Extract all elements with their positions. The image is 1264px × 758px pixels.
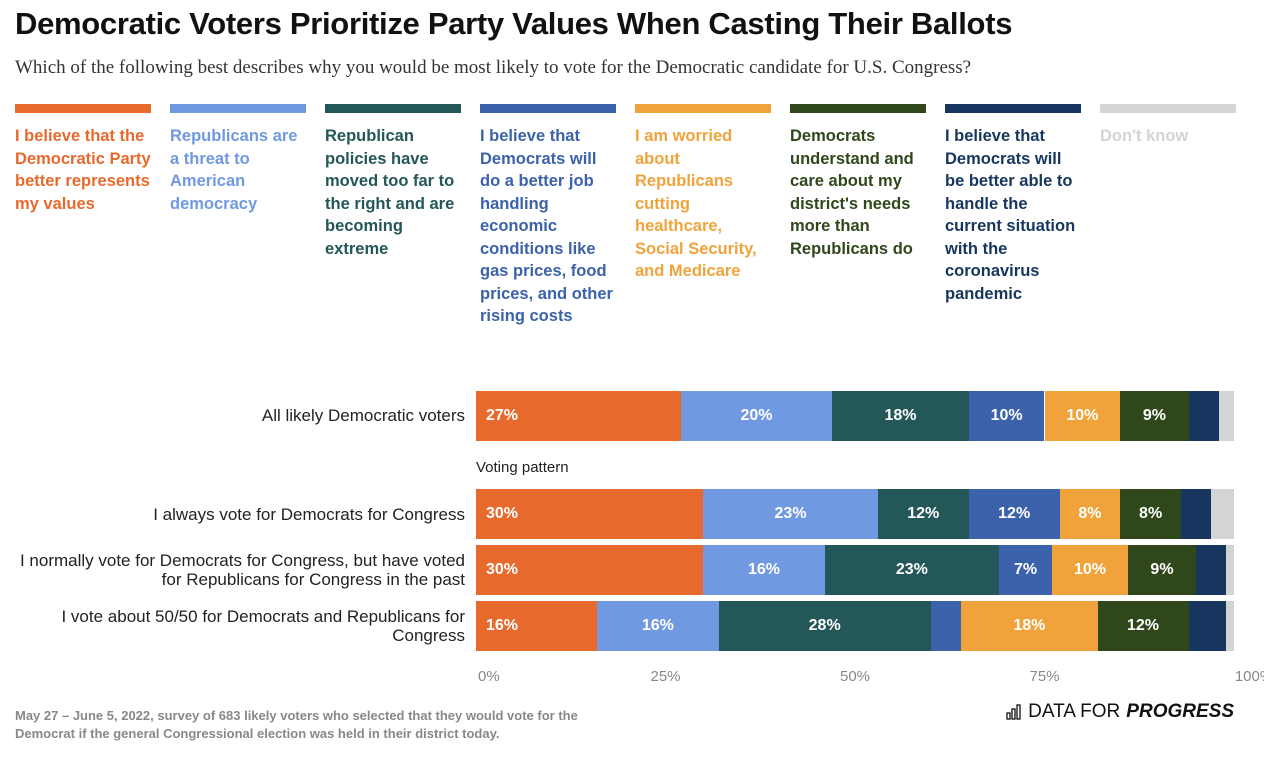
bar-segment	[832, 391, 969, 441]
legend-item: I believe that Democrats will do a bette…	[480, 104, 616, 328]
bar-segment	[999, 545, 1053, 595]
data-label: 8%	[1139, 505, 1163, 522]
bar-segment	[1052, 545, 1128, 595]
legend-item: Democrats understand and care about my d…	[790, 104, 926, 260]
row-label: I vote about 50/50 for Democrats and Rep…	[61, 607, 465, 645]
data-label: 12%	[998, 505, 1031, 522]
bar-segment	[476, 545, 704, 595]
bar-segment	[1188, 391, 1219, 441]
bar-segment	[930, 601, 962, 651]
bar-segment	[597, 601, 719, 651]
row-label: I always vote for Democrats for Congress	[153, 505, 465, 524]
data-label: 10%	[1073, 561, 1106, 578]
brand-bold: PROGRESS	[1126, 701, 1234, 722]
legend-item: I believe that the Democratic Party bett…	[15, 104, 151, 215]
data-label: 12%	[907, 505, 940, 522]
legend-swatch	[790, 104, 926, 113]
row-label: I normally vote for Democrats for Congre…	[19, 551, 465, 589]
data-label: 9%	[1142, 407, 1166, 424]
legend-swatch	[945, 104, 1081, 113]
bar-segment	[1226, 601, 1234, 651]
bar-segment	[1196, 545, 1227, 595]
data-label: 9%	[1150, 561, 1174, 578]
data-label: 16%	[641, 617, 674, 634]
legend-swatch	[480, 104, 616, 113]
x-tick-label: 0%	[478, 668, 500, 685]
bar-segment	[476, 489, 704, 539]
legend-item: Republican policies have moved too far t…	[325, 104, 461, 260]
bar-segment	[1097, 601, 1189, 651]
legend-label: I believe that Democrats will do a bette…	[480, 127, 613, 325]
x-tick-label: 75%	[1029, 668, 1060, 685]
legend-label: Republicans are a threat to American dem…	[170, 127, 298, 213]
brand-logo: DATA FOR PROGRESS	[1006, 701, 1234, 723]
footnote: May 27 – June 5, 2022, survey of 683 lik…	[15, 708, 578, 741]
legend-swatch	[170, 104, 306, 113]
data-label: 23%	[774, 505, 807, 522]
bar-segment	[1044, 391, 1121, 441]
data-label: 16%	[748, 561, 781, 578]
data-label: 28%	[808, 617, 841, 634]
legend-item: Don't know	[1100, 104, 1236, 148]
bar-segment	[1127, 545, 1197, 595]
bar-segment	[1120, 489, 1181, 539]
legend-label: I am worried about Republicans cutting h…	[635, 127, 757, 280]
data-label: 18%	[1013, 617, 1046, 634]
bar-segment	[968, 391, 1045, 441]
chart-subtitle: Which of the following best describes wh…	[15, 57, 972, 78]
bar-segment	[1188, 601, 1227, 651]
legend-label: Democrats understand and care about my d…	[790, 127, 914, 258]
legend-label: Republican policies have moved too far t…	[325, 127, 455, 258]
bar-segment	[680, 391, 833, 441]
legend-swatch	[15, 104, 151, 113]
chart-title: Democratic Voters Prioritize Party Value…	[15, 6, 1013, 41]
row-label: All likely Democratic voters	[261, 406, 465, 425]
legend-label: I believe that the Democratic Party bett…	[15, 127, 151, 213]
data-label: 23%	[895, 561, 928, 578]
legend-label: Don't know	[1100, 127, 1189, 145]
bar-segment	[1120, 391, 1189, 441]
bar-segment	[877, 489, 969, 539]
data-label: 27%	[486, 407, 519, 424]
x-tick-label: 25%	[650, 668, 681, 685]
data-label: 7%	[1013, 561, 1038, 578]
legend-item: I am worried about Republicans cutting h…	[635, 104, 771, 283]
legend-item: Republicans are a threat to American dem…	[170, 104, 306, 215]
bar-segment	[824, 545, 999, 595]
bar-segment	[1211, 489, 1234, 539]
data-label: 16%	[486, 617, 519, 634]
bar-segment	[703, 489, 878, 539]
bar-segment	[476, 391, 681, 441]
bar-segment	[718, 601, 931, 651]
bar-segment	[1226, 545, 1234, 595]
x-tick-label: 100%	[1234, 668, 1264, 685]
legend-swatch	[635, 104, 771, 113]
legend-item: I believe that Democrats will be better …	[945, 104, 1081, 305]
data-label: 30%	[486, 505, 519, 522]
group-label: Voting pattern	[476, 459, 569, 476]
bar-segment	[1059, 489, 1121, 539]
legend-swatch	[325, 104, 461, 113]
bar-segment	[1218, 391, 1234, 441]
data-label: 10%	[1066, 407, 1099, 424]
data-label: 30%	[486, 561, 519, 578]
data-label: 20%	[740, 407, 773, 424]
bar-segment	[968, 489, 1060, 539]
data-label: 10%	[990, 407, 1023, 424]
brand-prefix: DATA FOR	[1028, 701, 1121, 722]
data-label: 12%	[1127, 617, 1160, 634]
legend-swatch	[1100, 104, 1236, 113]
legend-label: I believe that Democrats will be better …	[945, 127, 1076, 303]
data-label: 8%	[1078, 505, 1102, 522]
bar-segment	[476, 601, 598, 651]
x-tick-label: 50%	[839, 668, 871, 685]
bar-segment	[703, 545, 825, 595]
bar-chart-icon	[1006, 704, 1021, 720]
bar-segment	[961, 601, 1098, 651]
bar-segment	[1180, 489, 1212, 539]
data-label: 18%	[884, 407, 917, 424]
